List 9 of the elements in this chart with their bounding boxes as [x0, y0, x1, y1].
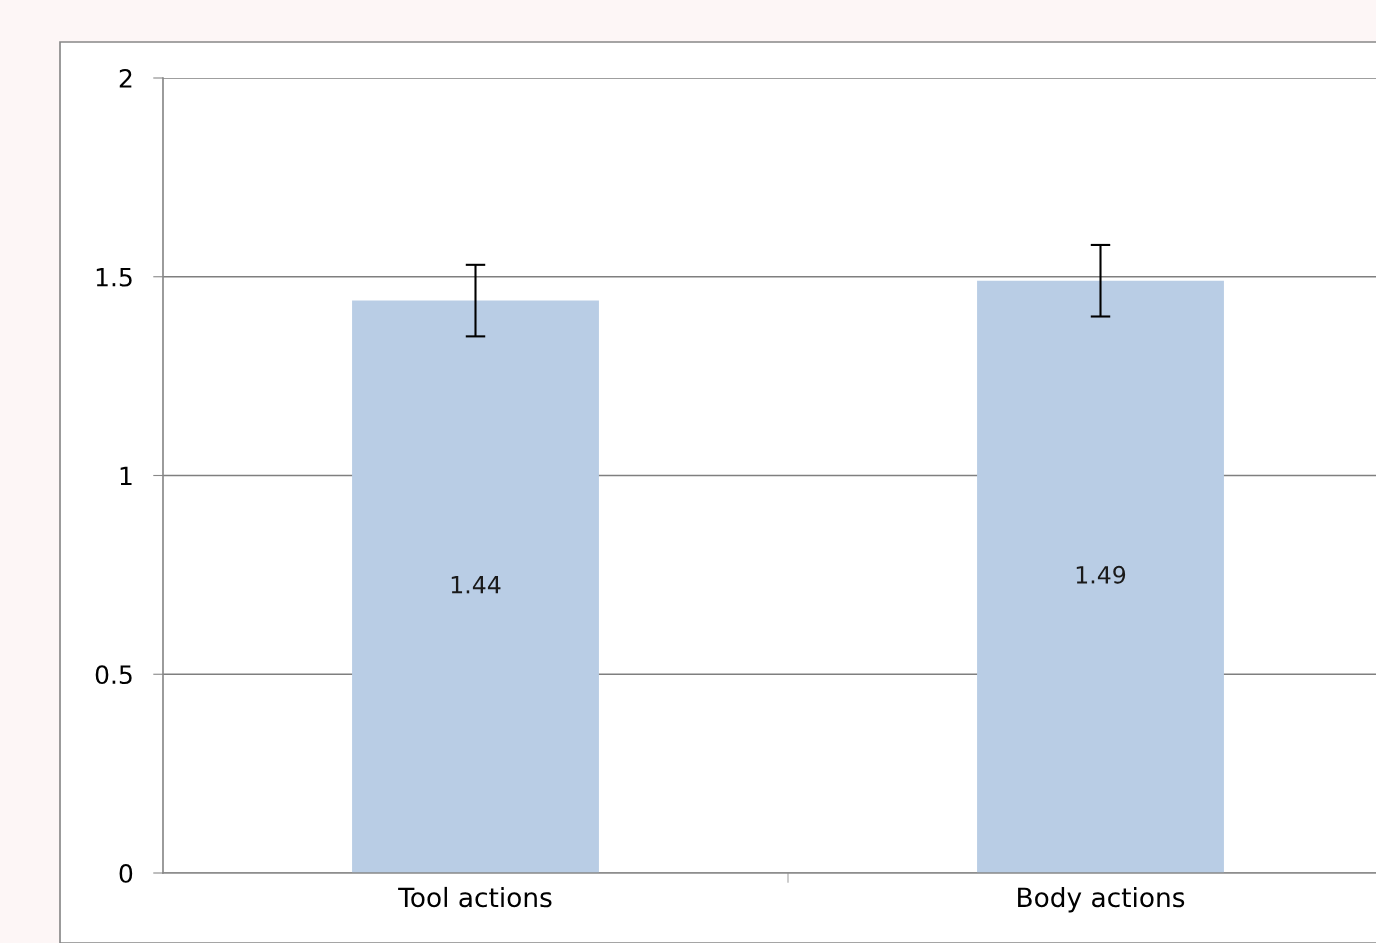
y-tick-label: 0.5: [95, 665, 132, 685]
y-tick-label: 2: [119, 68, 132, 88]
y-tick-label: 0: [119, 863, 133, 883]
x-tick-label: Body actions: [1018, 886, 1185, 913]
x-tick-label: Tool actions: [398, 886, 552, 908]
data-label: 1.44: [451, 576, 501, 594]
data-label: 1.49: [1076, 565, 1126, 584]
y-tick-label: 1.5: [96, 268, 132, 287]
y-tick-label: 1: [120, 466, 132, 485]
